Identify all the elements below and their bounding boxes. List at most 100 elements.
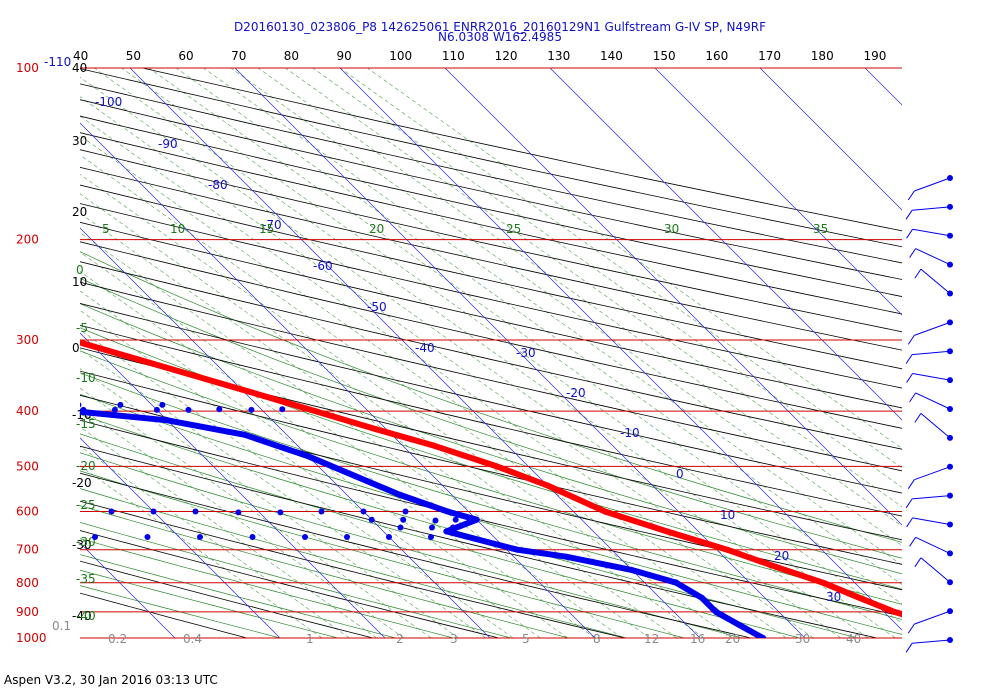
mixing-ratio-line (339, 68, 902, 469)
moist-adiabat (80, 470, 685, 638)
isotherm-line (80, 332, 386, 638)
mixing-ratio-line (80, 368, 459, 638)
isotherm-line (549, 68, 902, 421)
left-axis-label: -30 (72, 538, 92, 552)
dewpoint-point (164, 417, 171, 424)
mixing-ratio-label: 0.4 (183, 632, 202, 646)
mixing-ratio-line (257, 68, 902, 527)
theta-e-label: 15 (259, 222, 274, 236)
temperature-point (223, 382, 230, 389)
isotherm-label: 10 (720, 508, 735, 522)
dry-adiabat (80, 472, 751, 638)
dry-adiabat (80, 347, 902, 541)
pressure-label: 200 (16, 233, 39, 247)
wind-barb-staff (915, 536, 951, 554)
moist-adiabat (80, 488, 627, 638)
dewpoint-scatter-point (386, 534, 392, 540)
dewpoint-scatter-point (318, 508, 325, 515)
mixing-ratio-line (80, 445, 350, 638)
dewpoint-scatter-point (429, 524, 435, 531)
mixing-ratio-label: 16 (690, 632, 705, 646)
wind-barbs (905, 175, 953, 653)
top-temperature-label: 140 (600, 49, 623, 63)
dewpoint-scatter-point (185, 406, 192, 413)
dewpoint-scatter-point (277, 509, 284, 516)
wind-barb-staff (914, 466, 951, 481)
dewpoint-scatter-point (428, 534, 434, 540)
mixing-ratio-line (80, 232, 650, 638)
dewpoint-profile (80, 408, 766, 638)
temperature-point (493, 463, 500, 470)
left-axis-label: 20 (72, 205, 87, 219)
wind-barb-flag (907, 190, 915, 201)
dewpoint-scatter-point (216, 406, 223, 413)
mixing-ratio-line (176, 68, 902, 585)
mixing-ratio-line (230, 68, 902, 547)
wind-barb-flag (909, 537, 917, 547)
isotherm-line (339, 68, 902, 631)
dewpoint-point (698, 594, 705, 601)
dewpoint-scatter-point (108, 508, 115, 515)
dewpoint-scatter-point (153, 406, 160, 413)
mixing-ratio-line (80, 76, 869, 638)
wind-barb-flag (905, 354, 913, 364)
dewpoint-scatter-point (197, 534, 203, 540)
mixing-ratio-line (80, 426, 377, 638)
isotherm-label: 30 (826, 590, 841, 604)
dewpoint-scatter-point (249, 534, 256, 540)
wind-barb-flag (906, 228, 914, 239)
dry-adiabat (80, 149, 902, 333)
isotherm-label: -50 (367, 300, 387, 314)
dry-adiabat (80, 370, 902, 565)
dewpoint-scatter-point (7, 407, 13, 413)
mixing-ratio-label: 0.2 (108, 632, 127, 646)
chart-title-line1: D20160130_023806_P8 142625061 ENRR2016_2… (233, 20, 767, 34)
moist-adiabat (80, 554, 396, 638)
theta-e-label: 30 (664, 222, 679, 236)
wind-barb-flag (909, 392, 917, 403)
dewpoint-scatter-point (38, 407, 44, 413)
top-temperature-label: 110 (442, 49, 465, 63)
pressure-label: 100 (16, 61, 39, 75)
top-temperature-label: 50 (126, 49, 141, 63)
mixing-ratio-label: 1 (306, 632, 314, 646)
mixing-ratio-line (80, 271, 596, 638)
dry-adiabat (80, 324, 902, 517)
dewpoint-scatter-point (192, 508, 199, 515)
temperature-point (431, 442, 438, 449)
isotherm-label: -80 (208, 178, 228, 192)
isotherm-line (80, 437, 281, 638)
dry-adiabat (80, 394, 902, 591)
top-temperature-label: 70 (231, 49, 246, 63)
top-temperature-label: 100 (389, 49, 412, 63)
top-temperature-label: 160 (705, 49, 728, 63)
dewpoint-point (629, 567, 636, 574)
isotherm-label: -10 (620, 426, 640, 440)
left-green-label: -30 (76, 535, 96, 549)
left-green-label: -15 (76, 417, 96, 431)
wind-barb-flag (914, 268, 922, 279)
mixing-ratio-line (80, 387, 432, 638)
mixing-ratio-label: 40 (846, 632, 861, 646)
dewpoint-scatter-point (117, 401, 124, 408)
isotherm-line (80, 227, 491, 638)
pressure-label: 400 (16, 404, 39, 418)
dewpoint-scatter-point (144, 534, 151, 540)
dewpoint-scatter-point (452, 516, 459, 523)
dry-adiabat (80, 500, 625, 638)
wind-barb-staff (912, 206, 951, 211)
isotherm-label: -70 (262, 218, 282, 232)
temperature-point (724, 546, 731, 553)
moist-adiabat-grid (80, 68, 902, 638)
temperature-point (772, 563, 779, 570)
top-temperature-label: 40 (73, 49, 88, 63)
wind-barb-staff (912, 639, 951, 644)
left-axis-label: -20 (72, 476, 92, 490)
mixing-ratio-line (80, 174, 732, 638)
dewpoint-scatter-point (80, 406, 87, 413)
left-green-label: -20 (76, 459, 96, 473)
left-green-label: -10 (76, 371, 96, 385)
dewpoint-scatter-point (92, 534, 98, 540)
isotherm-grid (80, 68, 902, 638)
wind-barb-staff (914, 177, 951, 192)
